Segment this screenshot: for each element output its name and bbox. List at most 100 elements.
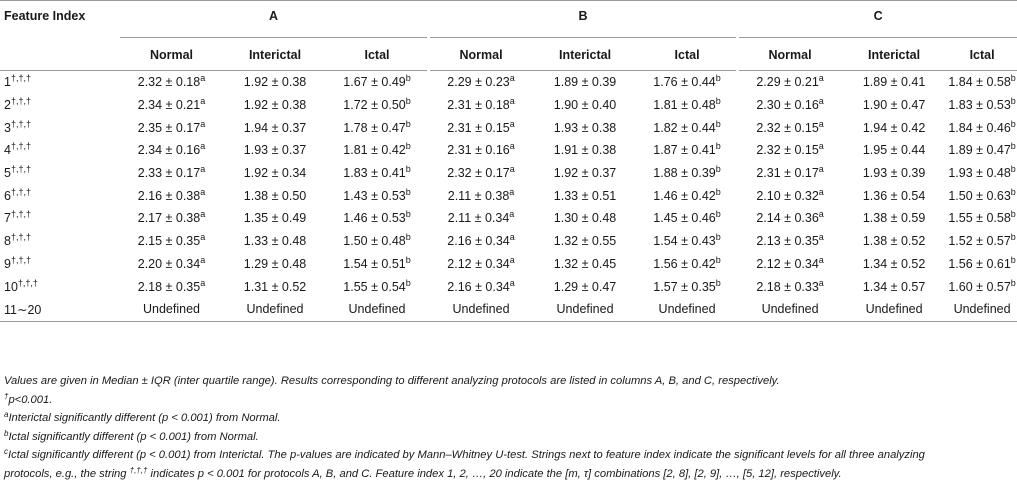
value-cell: 1.45 ± 0.46b <box>653 209 721 226</box>
value-cell: 1.89 ± 0.39 <box>553 75 617 90</box>
significance-superscript: b <box>405 209 411 220</box>
value-cell: 2.16 ± 0.38a <box>137 186 206 203</box>
value-cell: 1.90 ± 0.47 <box>862 98 926 113</box>
value-cell: 1.93 ± 0.48b <box>948 164 1016 181</box>
significance-superscript: a <box>818 96 824 107</box>
significance-superscript: a <box>200 96 206 107</box>
value-cell: 2.18 ± 0.33a <box>756 277 824 294</box>
significance-superscript: b <box>405 73 411 84</box>
value-cell: 1.34 ± 0.52 <box>862 256 926 271</box>
value-cell: 1.89 ± 0.41 <box>862 75 926 90</box>
value-cell: 2.16 ± 0.34a <box>447 277 515 294</box>
table-body: 1†,†,† 2.32 ± 0.18a 1.92 ± 0.38 1.67 ± 0.49… <box>0 71 1017 322</box>
value-cell: 2.33 ± 0.17a <box>137 164 206 181</box>
significance-superscript: b <box>405 164 411 175</box>
value-cell: 1.38 ± 0.52 <box>862 234 926 249</box>
significance-superscript: b <box>715 164 721 175</box>
significance-superscript: b <box>405 186 411 197</box>
value-cell: 2.31 ± 0.17a <box>756 164 824 181</box>
significance-superscript: a <box>200 209 206 220</box>
value-cell: 1.67 ± 0.49b <box>343 73 411 90</box>
subheader-b-normal: Normal <box>430 37 533 71</box>
dagger-mark: † <box>4 391 9 401</box>
value-cell: 2.17 ± 0.38a <box>137 209 206 226</box>
value-cell: 1.32 ± 0.45 <box>553 256 617 271</box>
table-row: 9†,†,† 2.20 ± 0.34a 1.29 ± 0.48 1.54 ± 0.51… <box>0 253 1017 276</box>
subheader-c-interictal: Interictal <box>841 37 948 71</box>
significance-superscript: b <box>1010 73 1016 84</box>
significance-superscript: b <box>1010 209 1016 220</box>
value-cell: 1.94 ± 0.37 <box>243 120 307 135</box>
value-cell: 2.31 ± 0.18a <box>447 96 515 113</box>
value-cell: Undefined <box>841 297 948 322</box>
significance-superscript: a <box>509 141 515 152</box>
example-significance-string: †,†,† <box>129 465 148 475</box>
significance-superscript: a <box>200 73 206 84</box>
value-cell: 1.38 ± 0.59 <box>862 211 926 226</box>
value-cell: 1.36 ± 0.54 <box>862 188 926 203</box>
value-cell: 1.38 ± 0.50 <box>243 188 307 203</box>
value-cell: 2.10 ± 0.32a <box>756 186 824 203</box>
significance-superscript: a <box>200 232 206 243</box>
value-cell: 1.33 ± 0.48 <box>243 234 307 249</box>
significance-superscript: b <box>715 209 721 220</box>
subheader-b-interictal: Interictal <box>532 37 639 71</box>
subheader-c-ictal: Ictal <box>947 37 1017 71</box>
feature-index-header: Feature Index <box>4 9 86 23</box>
feature-index-cell: 3†,†,† <box>4 118 31 135</box>
significance-superscript: b <box>715 232 721 243</box>
significance-superscript: a <box>818 164 824 175</box>
significance-superscript: a <box>818 254 824 265</box>
significance-superscript: a <box>509 186 515 197</box>
significance-string: †,†,† <box>10 254 31 265</box>
table-top-rule <box>0 0 1017 1</box>
feature-index-cell: 7†,†,† <box>4 209 31 226</box>
significance-string: †,†,† <box>10 73 31 84</box>
significance-superscript: b <box>715 186 721 197</box>
significance-superscript: a <box>200 186 206 197</box>
significance-string: †,†,† <box>10 209 31 220</box>
value-cell: 1.72 ± 0.50b <box>343 96 411 113</box>
value-cell: 1.84 ± 0.46b <box>948 118 1016 135</box>
value-cell: 2.29 ± 0.21a <box>756 73 824 90</box>
significance-superscript: a <box>818 232 824 243</box>
value-cell: 2.13 ± 0.35a <box>756 232 824 249</box>
significance-superscript: a <box>818 277 824 288</box>
value-cell: 1.83 ± 0.53b <box>948 96 1016 113</box>
significance-superscript: a <box>200 118 206 129</box>
value-cell: 2.11 ± 0.38a <box>447 186 515 203</box>
significance-string: †,†,† <box>10 118 31 129</box>
feature-index-cell: 2†,†,† <box>4 96 31 113</box>
value-cell: 2.18 ± 0.35a <box>137 277 206 294</box>
table-row: 6†,†,† 2.16 ± 0.38a 1.38 ± 0.50 1.43 ± 0.53… <box>0 184 1017 207</box>
footnote-c: cIctal significantly different (p < 0.00… <box>4 447 925 462</box>
significance-superscript: b <box>1010 118 1016 129</box>
value-cell: 1.46 ± 0.53b <box>343 209 411 226</box>
significance-superscript: b <box>715 96 721 107</box>
value-cell: 1.93 ± 0.37 <box>243 143 307 158</box>
value-cell: 1.57 ± 0.35b <box>653 277 721 294</box>
table-row: 4†,†,† 2.34 ± 0.16a 1.93 ± 0.37 1.81 ± 0.42… <box>0 139 1017 162</box>
significance-superscript: a <box>509 96 515 107</box>
value-cell: 2.15 ± 0.35a <box>137 232 206 249</box>
value-cell: Undefined <box>430 297 533 322</box>
value-cell: 1.92 ± 0.34 <box>243 166 307 181</box>
value-cell: 1.46 ± 0.42b <box>653 186 721 203</box>
footnote-b: bIctal significantly different (p < 0.00… <box>4 428 259 443</box>
significance-superscript: a <box>818 141 824 152</box>
significance-superscript: b <box>1010 277 1016 288</box>
value-cell: 2.31 ± 0.16a <box>447 141 515 158</box>
significance-string: †,†,† <box>17 277 38 288</box>
value-cell: 1.33 ± 0.51 <box>553 188 617 203</box>
table-row: 11∼20 Undefined Undefined Undefined Undefine… <box>0 297 1017 322</box>
value-cell: 1.81 ± 0.42b <box>343 141 411 158</box>
value-cell: 2.32 ± 0.15a <box>756 141 824 158</box>
value-cell: 1.92 ± 0.38 <box>243 75 307 90</box>
value-cell: 2.12 ± 0.34a <box>756 254 824 271</box>
footnote-a: aInterictal significantly different (p <… <box>4 410 281 425</box>
table-footnotes: Values are given in Median ± IQR (inter … <box>4 372 1014 484</box>
value-cell: 2.35 ± 0.17a <box>137 118 206 135</box>
significance-superscript: b <box>715 277 721 288</box>
value-cell: 2.29 ± 0.23a <box>447 73 515 90</box>
significance-superscript: a <box>200 254 206 265</box>
